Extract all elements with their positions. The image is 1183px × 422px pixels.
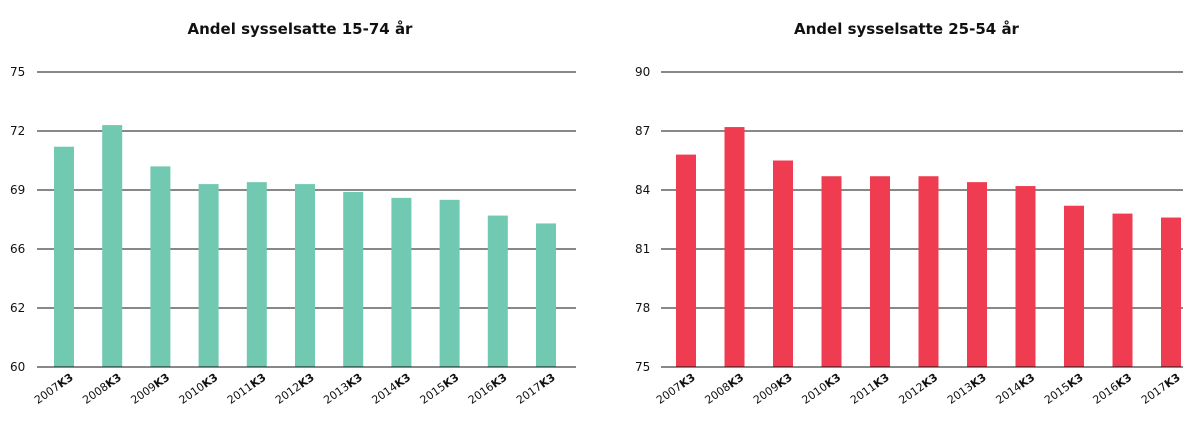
x-tick-label: 2015K3 [1042,371,1086,407]
x-tick-label: 2013K3 [321,371,365,407]
x-tick-label: 2015K3 [418,371,462,407]
bar [676,154,696,367]
y-tick-label: 78 [635,301,650,315]
bar [487,215,508,367]
bar [246,182,267,367]
y-tick-label: 66 [10,242,25,256]
x-tick-label: 2016K3 [1091,371,1135,407]
bar [54,146,74,367]
x-tick-label: 2010K3 [177,371,221,407]
bar-chart-15-74: 75 72 69 66 62 60 2007K3 2008K3 2009K3 2010K3 2011… [10,65,576,407]
x-tick-label: 2008K3 [703,371,747,407]
x-tick-label: 2014K3 [369,371,413,407]
y-tick-label: 87 [635,124,650,138]
x-tick-label: 2014K3 [994,371,1038,407]
x-tick-label: 2011K3 [225,371,269,407]
y-tick-label: 75 [10,65,25,79]
bar [1015,186,1036,367]
bar [773,160,793,367]
x-tick-label: 2009K3 [751,371,795,407]
bar [198,184,219,367]
bar [1064,205,1084,367]
x-tick-label: 2016K3 [466,371,510,407]
x-tick-label: 2017K3 [1139,371,1183,407]
y-tick-label: 84 [635,183,650,197]
chart-employment-15-74: Andel sysselsatte 15-74 år 75 72 69 66 62 60 2… [10,20,576,407]
x-tick-label: 2009K3 [128,371,172,407]
x-tick-label: 2007K3 [654,371,698,407]
bar [1112,213,1133,367]
y-tick-label: 60 [10,360,25,374]
bar [102,125,123,367]
x-tick-label: 2011K3 [848,371,892,407]
bar [295,184,315,367]
bar [870,176,890,367]
y-tick-label: 62 [10,301,25,315]
y-tick-label: 90 [635,65,650,79]
bar [439,199,460,367]
x-tick-label: 2013K3 [945,371,989,407]
x-tick-label: 2017K3 [514,371,558,407]
bar [821,176,842,367]
bar-chart-25-54: 90 87 84 81 78 75 2007K3 2008K3 2009K3 2010K3 2011… [635,65,1183,407]
bar [724,127,745,367]
x-tick-label: 2010K3 [800,371,844,407]
bar [391,197,412,367]
bar [918,176,939,367]
y-tick-label: 81 [635,242,650,256]
x-tick-label: 2012K3 [897,371,941,407]
bar [1161,217,1181,367]
y-tick-label: 72 [10,124,25,138]
bar [150,166,171,367]
x-tick-label: 2007K3 [32,371,76,407]
chart-title: Andel sysselsatte 25-54 år [794,20,1019,38]
chart-employment-25-54: Andel sysselsatte 25-54 år 90 87 84 81 78 75 2… [600,0,1183,422]
chart-title: Andel sysselsatte 15-74 år [187,20,413,38]
x-tick-label: 2008K3 [80,371,124,407]
bar [967,182,987,367]
bar [343,191,364,367]
bar [536,223,556,367]
y-tick-label: 69 [10,183,25,197]
x-tick-label: 2012K3 [273,371,317,407]
y-tick-label: 75 [635,360,650,374]
